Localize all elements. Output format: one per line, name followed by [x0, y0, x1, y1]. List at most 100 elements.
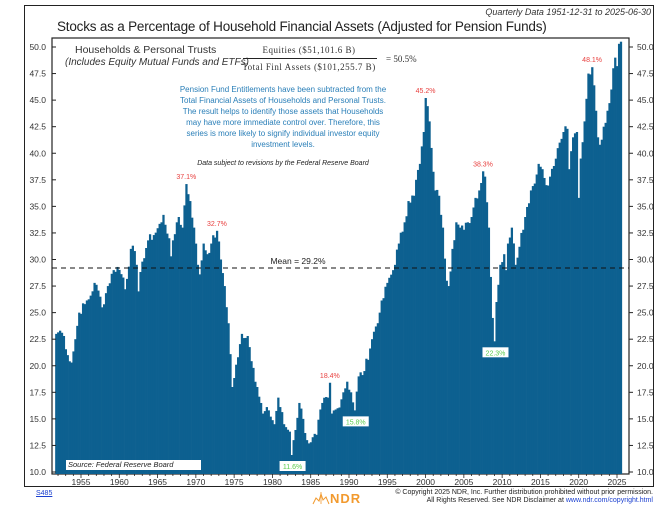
bar [606, 110, 609, 474]
ndr-logo-text: NDR [330, 491, 362, 506]
bar [369, 348, 372, 474]
y-tick-label-right: 50.0 [637, 42, 654, 52]
copyright-link[interactable]: www.ndr.com/copyright.html [565, 497, 653, 504]
low-label-box [279, 461, 306, 471]
bar [156, 228, 159, 474]
bar [192, 227, 196, 475]
bar [76, 325, 79, 474]
bar [416, 169, 420, 474]
formula-denominator: Total Finl Assets ($101,255.7 B) [242, 62, 376, 72]
bar [537, 163, 540, 475]
y-tick-label-right: 10.0 [637, 467, 654, 477]
bar [397, 243, 401, 474]
mean-line-group: Mean = 29.2% [52, 256, 629, 269]
bar [512, 243, 515, 474]
annotations: 37.1% 32.7% 11.6% 18.4% 15.8% 45.2% 38.3% 22.3%… [176, 57, 602, 471]
bar [374, 326, 378, 474]
bar [390, 274, 393, 474]
bar [191, 217, 194, 474]
formula-fraction-line [243, 58, 377, 59]
bar [556, 148, 559, 474]
x-tick-label: 1980 [263, 477, 282, 487]
bar [514, 264, 517, 474]
bar [120, 274, 123, 474]
y-tick-label-left: 27.5 [29, 281, 46, 291]
y-tick-label-left: 37.5 [29, 175, 46, 185]
bar [376, 323, 380, 474]
bar [608, 103, 611, 475]
bar [334, 409, 337, 474]
bar [332, 410, 335, 474]
bar [97, 290, 100, 474]
bar [189, 201, 192, 474]
bar [145, 247, 148, 474]
bar [323, 397, 326, 474]
chart-id-link[interactable]: S485 [36, 490, 53, 497]
mean-label: Mean = 29.2% [270, 256, 325, 266]
high-label: 32.7% [207, 221, 227, 228]
bar [493, 341, 496, 474]
copyright-prefix: All Rights Reserved. See NDR Disclaimer … [426, 497, 566, 504]
x-tick-label: 1955 [72, 477, 91, 487]
bar [589, 74, 592, 475]
bar [428, 121, 431, 475]
bar [238, 344, 242, 474]
chart-subtitle: Quarterly Data 1951-12-31 to 2025-06-30 [485, 7, 651, 17]
y-tick-label-left: 12.5 [29, 440, 46, 450]
low-label-box [342, 416, 369, 427]
bar [133, 251, 136, 474]
bar [445, 280, 448, 474]
bar [225, 307, 228, 474]
bar [349, 392, 353, 474]
bar [438, 195, 441, 474]
bar [353, 410, 357, 475]
bar [577, 197, 581, 474]
bar [411, 195, 414, 475]
bar [497, 284, 500, 474]
bar [579, 158, 582, 474]
bar [587, 73, 590, 474]
source-label: Source: Federal Reserve Board [66, 460, 202, 470]
bar [302, 418, 305, 475]
bar [300, 408, 303, 474]
bar [235, 364, 238, 474]
bar [503, 254, 506, 474]
bar [170, 256, 173, 474]
bar [616, 66, 619, 475]
bar [619, 41, 623, 474]
bar [604, 122, 607, 474]
bar [298, 402, 301, 474]
bar [392, 270, 395, 475]
x-tick-label: 2025 [608, 477, 627, 487]
bar [103, 304, 106, 474]
bar [325, 397, 328, 474]
bar [489, 276, 492, 474]
bar [252, 367, 255, 475]
x-tick-label: 2020 [569, 477, 588, 487]
bar [315, 434, 318, 474]
bar [614, 57, 617, 475]
bar [441, 227, 445, 475]
bar [386, 282, 389, 475]
bar [91, 291, 94, 474]
bar [166, 233, 169, 474]
bar [160, 222, 163, 474]
bar [147, 240, 150, 475]
y-tick-label-right: 20.0 [637, 361, 654, 371]
bar [602, 126, 605, 474]
bar [304, 433, 307, 474]
y-tick-label-left: 15.0 [29, 414, 46, 424]
bar [229, 354, 232, 474]
x-tick-label: 1990 [340, 477, 359, 487]
bar [219, 259, 223, 474]
bar [388, 277, 391, 474]
bar [179, 224, 182, 474]
y-tick-label-right: 42.5 [637, 122, 654, 132]
bar [516, 257, 519, 474]
bar [393, 264, 397, 474]
bar [480, 182, 483, 475]
bar [231, 387, 234, 474]
bar [529, 190, 533, 474]
y-tick-label-left: 40.0 [29, 148, 46, 158]
bar [568, 169, 571, 474]
